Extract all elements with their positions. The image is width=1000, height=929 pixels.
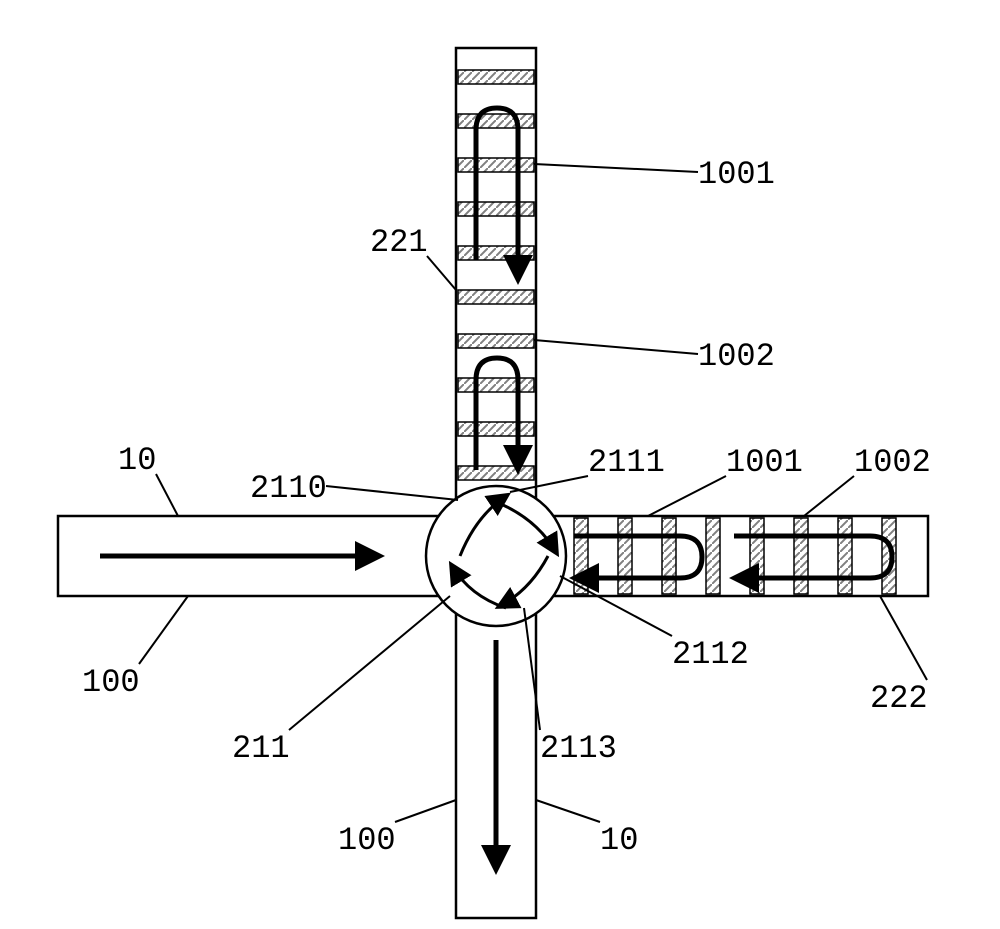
label-1001-top: 1001 [698, 156, 775, 193]
label-100-left: 100 [82, 664, 140, 701]
label-1001-right: 1001 [726, 444, 803, 481]
label-10-bottom: 10 [600, 822, 638, 859]
label-2110: 2110 [250, 470, 327, 507]
label-211: 211 [232, 730, 290, 767]
label-2112: 2112 [672, 636, 749, 673]
label-1002-right: 1002 [854, 444, 931, 481]
hatched-blocks-top [458, 70, 534, 480]
label-100-bottom: 100 [338, 822, 396, 859]
label-1002-top: 1002 [698, 338, 775, 375]
label-222: 222 [870, 680, 928, 717]
label-2111: 2111 [588, 444, 665, 481]
label-221: 221 [370, 224, 428, 261]
label-10-left: 10 [118, 442, 156, 479]
label-2113: 2113 [540, 730, 617, 767]
cross-arms [58, 48, 928, 918]
hatched-blocks-right [574, 518, 896, 594]
